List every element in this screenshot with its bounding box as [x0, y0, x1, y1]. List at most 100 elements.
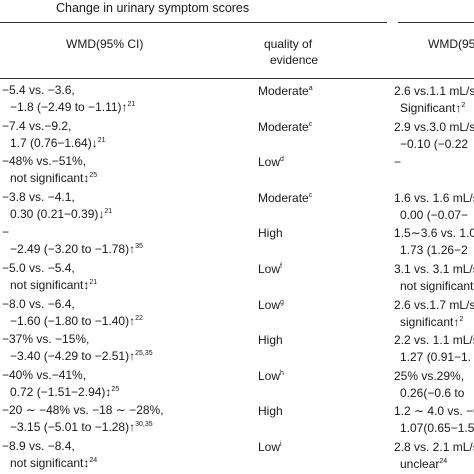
wmd-line1: −3.8 vs. −4.1,: [2, 191, 75, 203]
right-col-line1: −: [394, 156, 401, 168]
wmd-line2: not significant↕24: [10, 457, 97, 469]
right-col-line1: 1.5∼3.6 vs. 1.0∼: [394, 227, 474, 239]
wmd-line2-text: −3.40 (−4.29 to −2.51)↑: [10, 349, 136, 364]
quality-footnote-ref: d: [280, 156, 284, 164]
wmd-line2: not significant↕21: [10, 279, 97, 291]
wmd-line1-text: −: [2, 225, 10, 240]
right-col-line1-text: 25% vs.29%,: [394, 368, 465, 383]
column-header-right: WMD(95: [428, 37, 474, 51]
right-col-line1-text: 1.6 vs. 1.6 mL/s: [394, 190, 474, 205]
wmd-line1: −5.0 vs. −5.4,: [2, 262, 75, 274]
quality-footnote-ref: c: [308, 120, 313, 128]
wmd-line1: −40% vs.−41%,: [2, 369, 86, 381]
wmd-line2-text: −1.60 (−1.80 to −1.40)↑: [10, 313, 136, 328]
wmd-line1: −8.0 vs. −6.4,: [2, 298, 75, 310]
quality-of-evidence-text: Low: [258, 262, 281, 276]
right-col-line2: 0.00 (−0.07−: [400, 209, 468, 221]
right-col-line1: 1.2 ∼ 4.0 vs. −0.: [394, 405, 474, 417]
quality-of-evidence: High: [258, 334, 283, 346]
header-divider-left: [0, 22, 387, 23]
quality-of-evidence-text: High: [258, 404, 283, 419]
table-top-title: Change in urinary symptom scores: [56, 1, 250, 15]
right-col-line1-text: 2.6 vs.1.7 mL/s,: [394, 297, 474, 312]
wmd-footnote-ref: 22: [135, 314, 143, 322]
wmd-line2-text: not significant↕: [10, 278, 90, 292]
right-col-line1: 2.2 vs. 1.1 mL/s: [394, 334, 474, 346]
right-col-line1: 2.6 vs.1.1 mL/s,: [394, 85, 474, 97]
right-col-line2-text: unclear: [400, 457, 440, 471]
wmd-footnote-ref: 25: [111, 385, 120, 393]
quality-of-evidence-text: Low: [258, 297, 281, 312]
right-col-line1-text: 1.2 ∼ 4.0 vs. −0.: [394, 404, 474, 419]
right-col-line1-text: −: [394, 155, 402, 170]
quality-footnote-ref: a: [308, 85, 313, 92]
right-col-line1: 25% vs.29%,: [394, 370, 464, 382]
right-footnote-ref: 2: [459, 315, 464, 323]
quality-footnote-ref: f: [280, 263, 282, 270]
right-col-line2: −0.10 (−0.22: [400, 138, 468, 150]
right-footnote-ref: 2: [461, 102, 466, 109]
right-col-line2: Significant↑2: [400, 102, 465, 114]
wmd-line1: −48% vs.−51%,: [2, 155, 86, 167]
right-col-line2: 1.73 (1.26−2: [400, 244, 468, 256]
right-col-line1-text: 2.9 vs.3.0 mL/s,: [394, 119, 474, 134]
quality-of-evidence: Moderatec: [258, 121, 312, 133]
wmd-line2: −1.60 (−1.80 to −1.40)↑22: [10, 315, 143, 327]
right-col-line2: 0.26(−0.6 to: [400, 387, 464, 399]
wmd-footnote-ref: 21: [97, 136, 106, 144]
wmd-line2-text: not significant↕: [10, 456, 90, 470]
wmd-line1: −7.4 vs.−9.2,: [2, 120, 71, 132]
right-col-line1: 2.8 vs. 2.1 mL/s: [394, 441, 474, 453]
wmd-line1: −: [2, 226, 9, 238]
column-header-rule: [0, 78, 474, 79]
quality-of-evidence-text: High: [258, 333, 283, 348]
quality-of-evidence-text: Moderate: [258, 84, 309, 98]
column-header-quality-line2: evidence: [270, 53, 319, 67]
quality-of-evidence: Lowf: [258, 263, 282, 275]
right-col-line2-text: 0.00 (−0.07−: [400, 207, 469, 222]
right-col-line2-text: 1.73 (1.26−2: [400, 243, 468, 258]
quality-of-evidence: Lowg: [258, 299, 284, 311]
wmd-line1-text: −8.0 vs. −6.4,: [2, 296, 75, 311]
wmd-footnote-ref: 21: [127, 101, 136, 108]
quality-footnote-ref: c: [308, 191, 313, 199]
quality-of-evidence-text: High: [258, 226, 283, 241]
wmd-line1: −5.4 vs. −3.6,: [2, 84, 75, 96]
quality-of-evidence: Moderatea: [258, 85, 313, 97]
column-header-quality-line1: quality of: [264, 37, 313, 51]
wmd-line2-text: −2.49 (−3.20 to −1.78)↑: [10, 242, 136, 257]
right-col-line2-text: 1.07(0.65−1.5: [400, 421, 474, 436]
quality-of-evidence: Lowh: [258, 370, 284, 382]
right-col-line1-text: 1.5∼3.6 vs. 1.0∼: [394, 226, 474, 241]
right-col-line1: 2.6 vs.1.7 mL/s,: [394, 299, 474, 311]
quality-of-evidence: Lowi: [258, 441, 282, 453]
wmd-line2-text: not significant↕: [10, 171, 90, 186]
wmd-line2: 0.72 (−1.51−2.94)↕25: [10, 386, 119, 398]
quality-of-evidence-text: Low: [258, 440, 281, 454]
wmd-line1-text: −5.4 vs. −3.6,: [2, 83, 75, 97]
wmd-line2: −3.15 (−5.01 to −1.28)↑30,35: [10, 421, 153, 433]
wmd-line1-text: −48% vs.−51%,: [2, 154, 87, 169]
quality-of-evidence-text: Low: [258, 155, 281, 170]
quality-of-evidence: High: [258, 227, 283, 239]
wmd-footnote-ref: 24: [89, 457, 98, 464]
right-col-line2-text: −0.10 (−0.22: [400, 136, 469, 151]
wmd-line1-text: −37% vs. −15%,: [2, 332, 90, 347]
right-col-line1-text: 2.8 vs. 2.1 mL/s: [394, 440, 474, 454]
wmd-footnote-ref: 25,35: [135, 350, 153, 358]
header-divider-right: [398, 22, 474, 23]
wmd-line2-text: 0.30 (0.21−0.39)↓: [10, 206, 105, 221]
quality-footnote-ref: h: [280, 369, 284, 377]
wmd-line2: 1.7 (0.76−1.64)↓21: [10, 137, 106, 149]
wmd-line1: −8.9 vs. −8.4,: [2, 440, 75, 452]
right-col-line2: unclear24: [400, 458, 447, 470]
right-footnote-ref: 24: [439, 458, 448, 465]
quality-footnote-ref: i: [280, 441, 282, 448]
wmd-line1: −37% vs. −15%,: [2, 333, 89, 345]
quality-of-evidence-text: Low: [258, 368, 281, 383]
wmd-line1: −20 ∼ −48% vs. −18 ∼ −28%,: [2, 404, 164, 416]
wmd-line2-text: −1.8 (−2.49 to −1.11)↑: [10, 100, 128, 114]
wmd-footnote-ref: 25: [89, 172, 98, 180]
wmd-line1-text: −5.0 vs. −5.4,: [2, 261, 75, 275]
right-col-line2: not significant: [400, 280, 473, 292]
